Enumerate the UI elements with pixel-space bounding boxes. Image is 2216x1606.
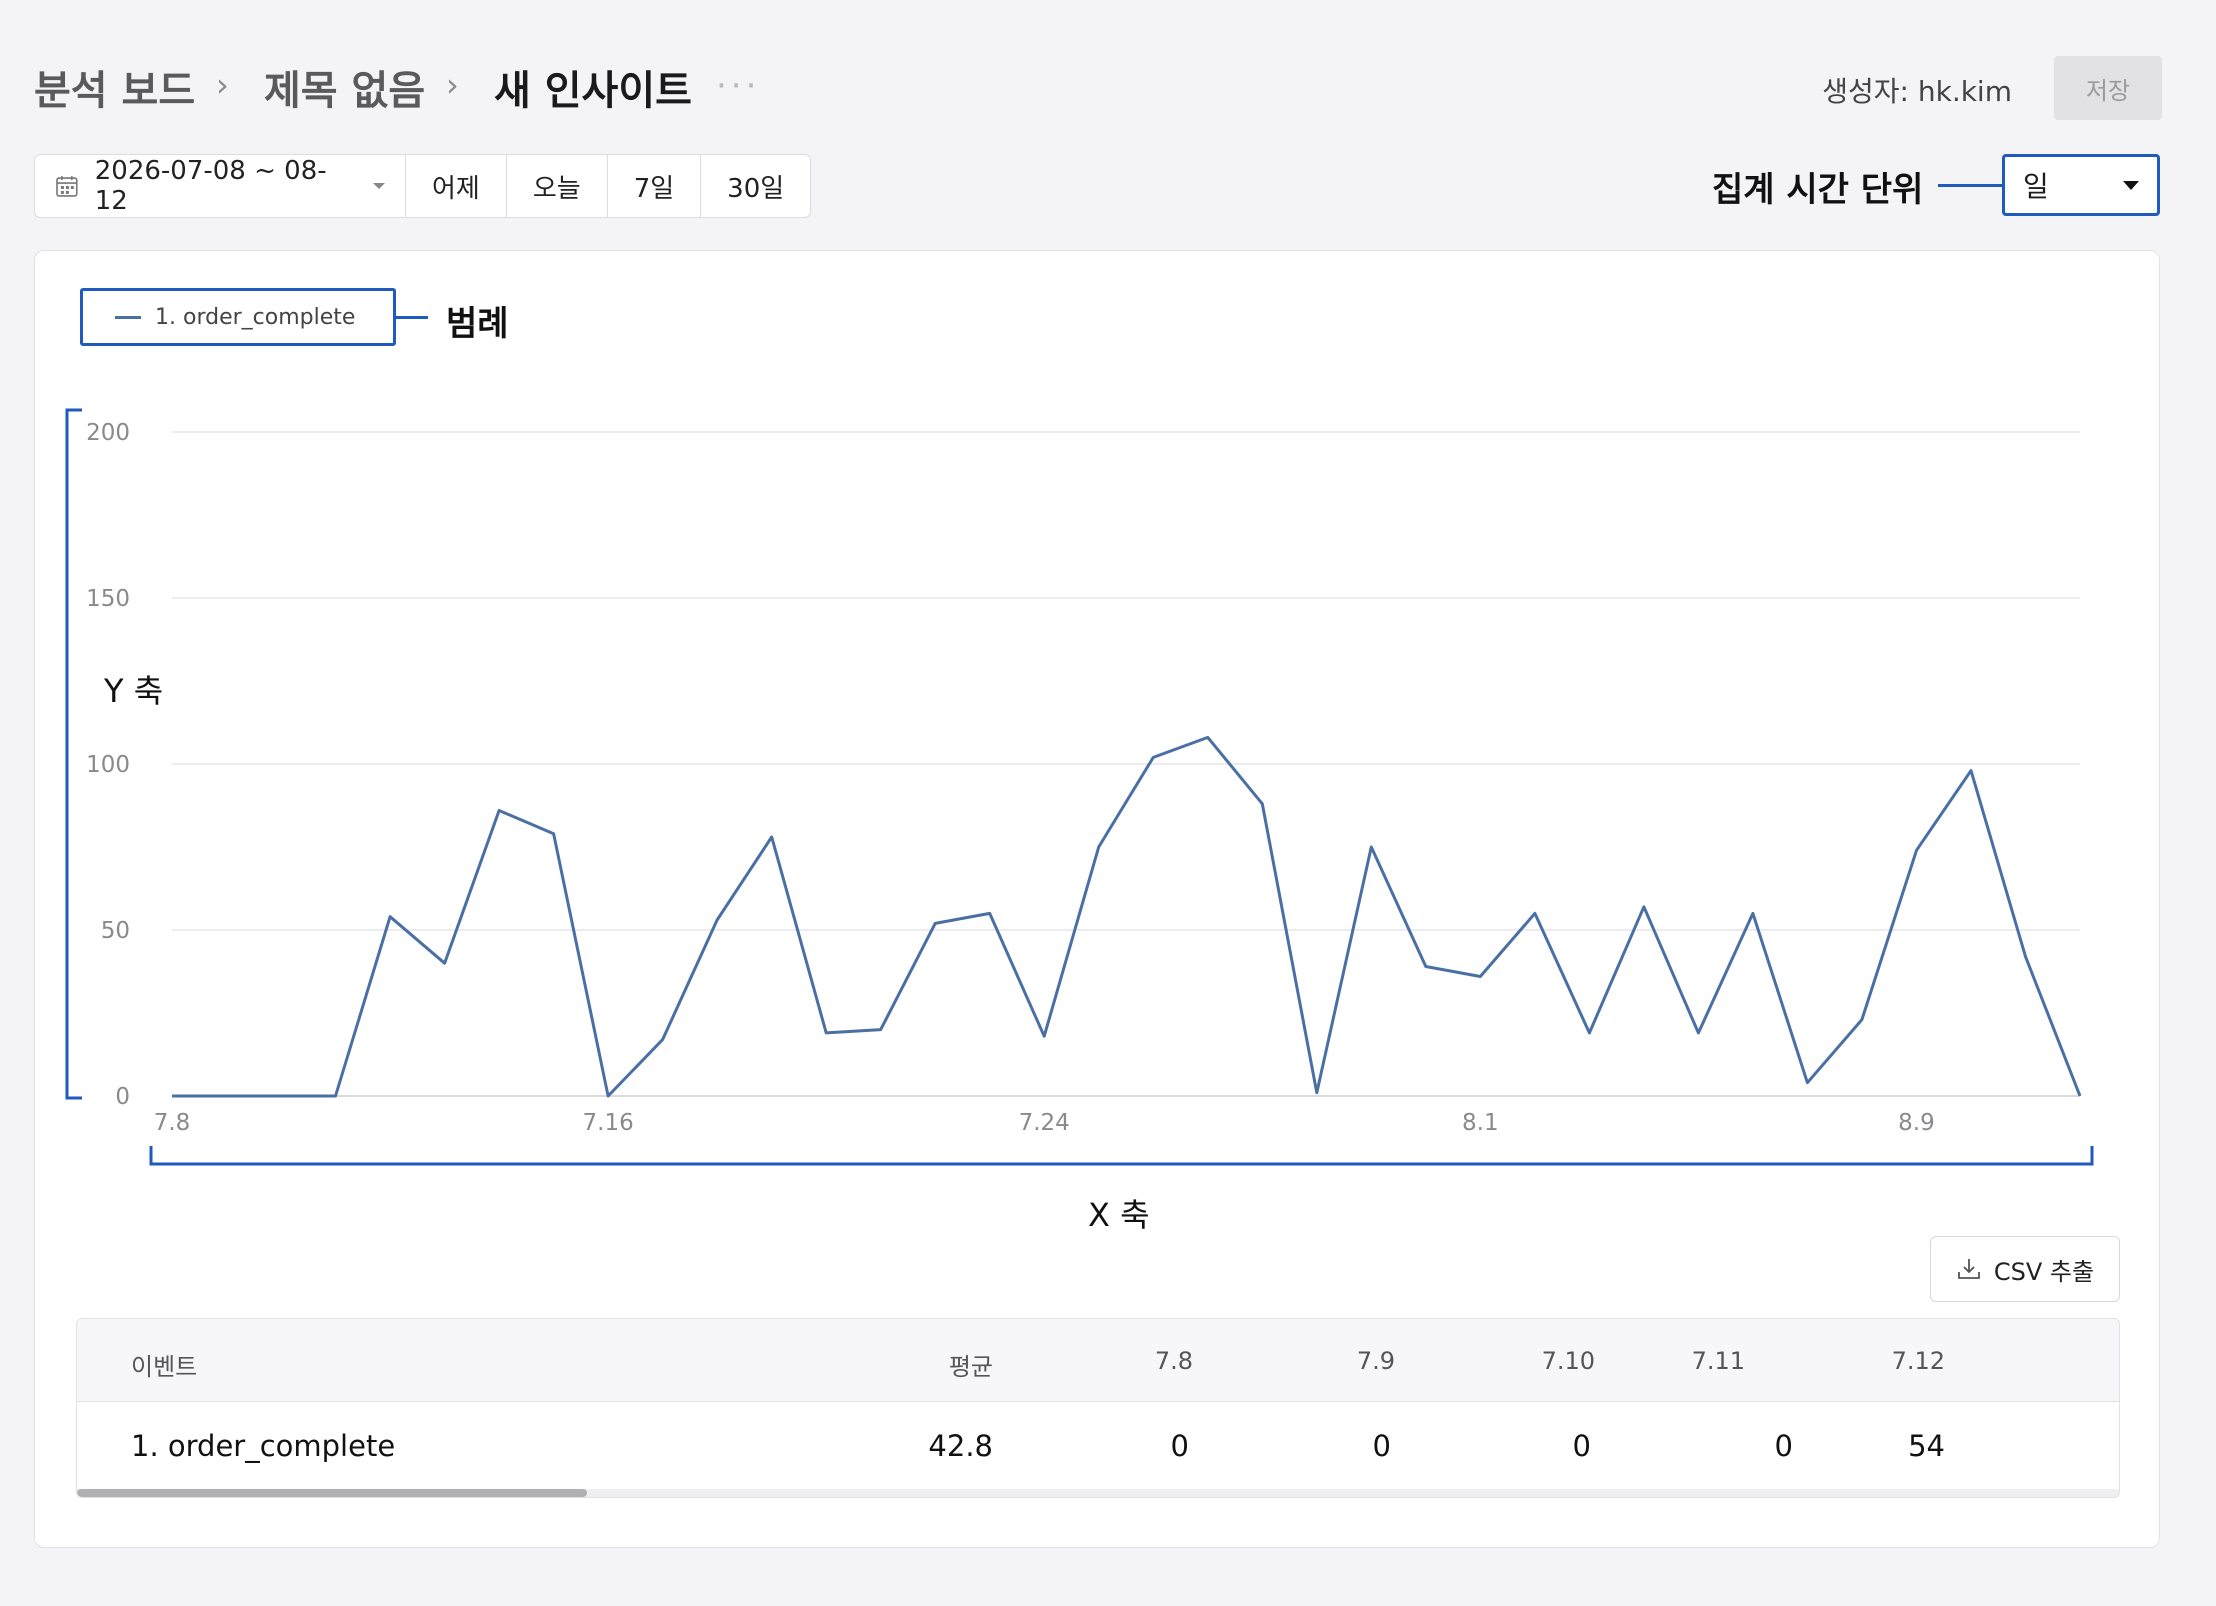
aggregation-value: 일: [2023, 170, 2049, 203]
legend-swatch: [115, 315, 141, 319]
y-axis-annotation: Y 축: [104, 672, 164, 710]
creator-name: hk.kim: [1917, 75, 2012, 108]
column-header-event[interactable]: 이벤트: [131, 1353, 198, 1381]
x-tick-label: 8.9: [1898, 1110, 1935, 1136]
chevron-right-icon: ›: [216, 66, 229, 104]
row-value: 0: [1372, 1429, 1391, 1463]
creator-label: 생성자:: [1822, 75, 1909, 108]
annotation-connector: [396, 316, 428, 319]
annotation-connector: [1938, 184, 2002, 187]
row-value: 0: [1774, 1429, 1793, 1463]
quick-range-7days[interactable]: 7일: [608, 155, 702, 217]
chevron-right-icon: ›: [446, 66, 459, 104]
row-average: 42.8: [928, 1429, 993, 1463]
y-axis-bracket: [65, 408, 82, 1100]
data-table: 이벤트 평균 7.8 7.9 7.10 7.11 7.12 1. order_c…: [76, 1318, 2120, 1498]
aggregation-select[interactable]: 일: [2002, 154, 2160, 216]
date-range-value: 2026-07-08 ~ 08-12: [94, 156, 327, 216]
caret-down-icon: [2123, 180, 2139, 190]
row-value: 0: [1170, 1429, 1189, 1463]
calendar-icon: [56, 176, 78, 197]
y-tick-label: 0: [115, 1084, 130, 1110]
creator-info: 생성자: hk.kim: [1822, 70, 2012, 110]
aggregation-annotation: 집계 시간 단위: [1712, 170, 1924, 210]
breadcrumb-untitled[interactable]: 제목 없음: [264, 68, 426, 114]
quick-range-30days[interactable]: 30일: [727, 173, 785, 204]
x-tick-label: 7.8: [154, 1110, 191, 1136]
x-tick-label: 7.24: [1019, 1110, 1070, 1136]
legend-annotation: 범례: [446, 304, 509, 344]
quick-range-yesterday[interactable]: 어제: [406, 155, 507, 217]
more-icon[interactable]: ···: [716, 66, 761, 106]
save-button[interactable]: 저장: [2054, 56, 2162, 120]
line-chart: 0 50 100 150 200 7.8 7.16 7.24 8.1 8.9: [86, 420, 2082, 1136]
date-toolbar: 2026-07-08 ~ 08-12 어제 오늘 7일 30일: [34, 154, 812, 218]
y-tick-label: 200: [86, 420, 130, 446]
series-line[interactable]: [172, 735, 2082, 1098]
x-tick-label: 8.1: [1462, 1110, 1499, 1136]
x-tick-label: 7.16: [583, 1110, 634, 1136]
x-axis-bracket: [149, 1146, 2094, 1166]
page-title: 새 인사이트: [494, 68, 692, 114]
y-tick-label: 100: [86, 752, 130, 778]
row-value: 54: [1908, 1429, 1945, 1463]
csv-export-button[interactable]: CSV 추출: [1930, 1236, 2120, 1302]
row-value: 0: [1572, 1429, 1591, 1463]
y-tick-label: 150: [86, 586, 130, 612]
download-icon: [1957, 1259, 1980, 1279]
scrollbar-thumb[interactable]: [77, 1489, 587, 1497]
column-header-date[interactable]: 7.8: [1154, 1347, 1193, 1375]
column-header-date[interactable]: 7.12: [1891, 1347, 1945, 1375]
column-header-average[interactable]: 평균: [948, 1353, 993, 1381]
date-range-picker[interactable]: 2026-07-08 ~ 08-12: [35, 155, 406, 217]
breadcrumb-board[interactable]: 분석 보드: [34, 68, 196, 114]
chart-legend[interactable]: 1. order_complete: [80, 288, 396, 346]
x-axis-annotation: X 축: [1088, 1196, 1150, 1234]
table-header: [77, 1319, 2119, 1402]
column-header-date[interactable]: 7.10: [1541, 1347, 1595, 1375]
quick-range-today[interactable]: 오늘: [507, 155, 608, 217]
chevron-down-icon: [373, 183, 385, 189]
y-tick-label: 50: [101, 918, 130, 944]
column-header-date[interactable]: 7.9: [1356, 1347, 1395, 1375]
csv-export-label: CSV 추출: [1993, 1257, 2095, 1286]
row-event-name: 1. order_complete: [131, 1429, 396, 1463]
column-header-date[interactable]: 7.11: [1691, 1347, 1745, 1375]
legend-item-label: 1. order_complete: [155, 304, 356, 330]
horizontal-scrollbar[interactable]: [77, 1489, 2119, 1497]
